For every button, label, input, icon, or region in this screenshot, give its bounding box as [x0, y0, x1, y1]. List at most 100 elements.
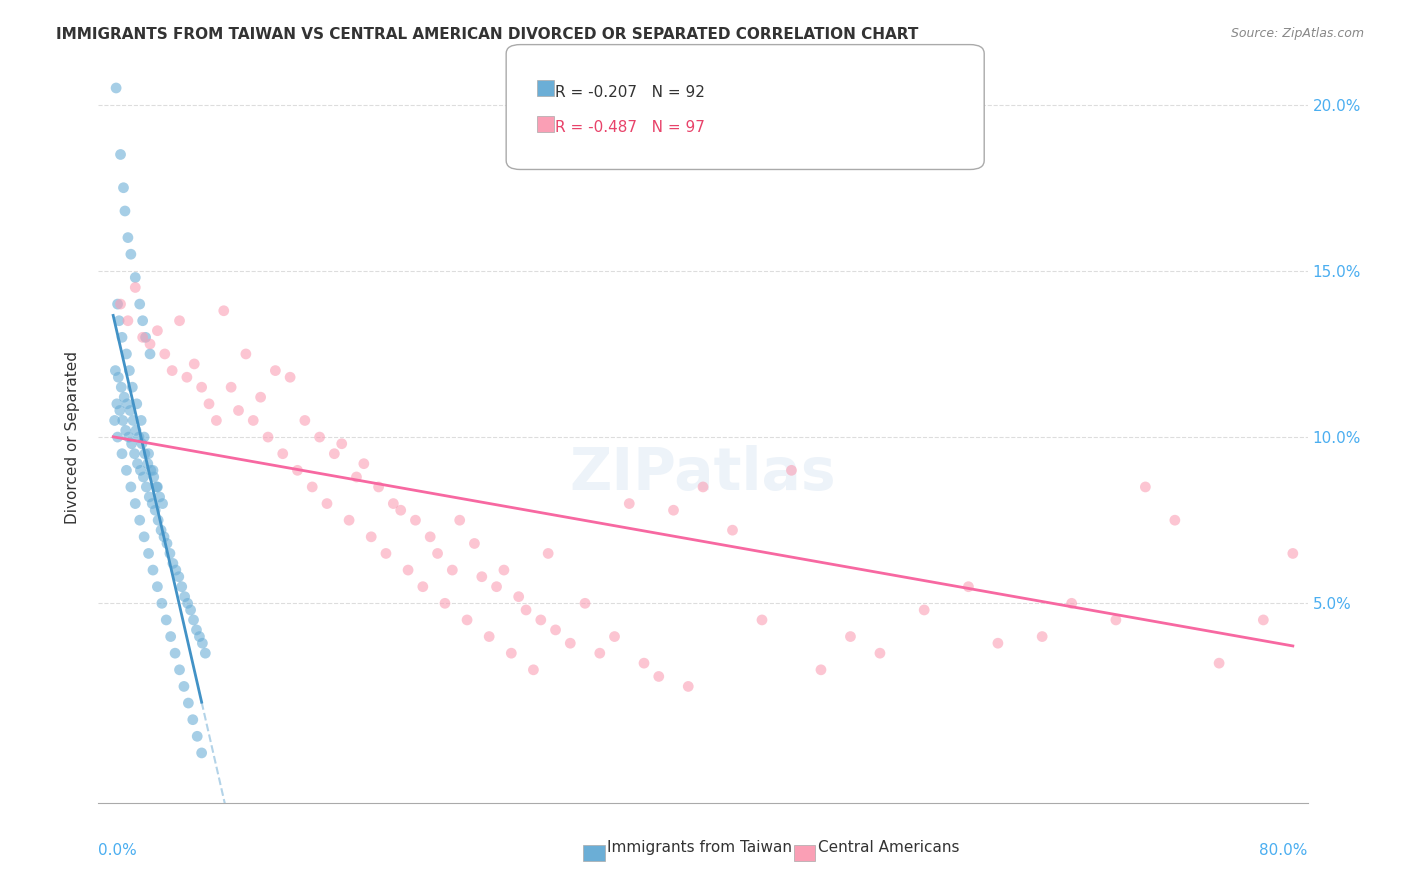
- Point: [316, 497, 339, 511]
- Point: [330, 436, 353, 450]
- Point: [1031, 630, 1053, 644]
- Point: [112, 180, 135, 194]
- Point: [125, 424, 148, 438]
- Point: [205, 413, 228, 427]
- Point: [134, 530, 156, 544]
- Point: [389, 503, 412, 517]
- Point: [212, 303, 235, 318]
- Point: [118, 363, 141, 377]
- Point: [522, 663, 544, 677]
- Point: [492, 563, 515, 577]
- Point: [544, 623, 567, 637]
- Point: [114, 424, 136, 438]
- Point: [152, 497, 174, 511]
- Point: [139, 337, 162, 351]
- Point: [190, 380, 212, 394]
- Point: [287, 463, 309, 477]
- Point: [117, 314, 139, 328]
- Point: [107, 430, 129, 444]
- Point: [751, 613, 773, 627]
- Point: [121, 436, 143, 450]
- Point: [1253, 613, 1275, 627]
- Point: [146, 580, 169, 594]
- Point: [360, 530, 382, 544]
- Point: [271, 447, 294, 461]
- Point: [1208, 656, 1230, 670]
- Point: [107, 370, 129, 384]
- Point: [839, 630, 862, 644]
- Point: [146, 324, 169, 338]
- Point: [169, 314, 191, 328]
- Point: [117, 230, 139, 244]
- Text: ZIPatlas: ZIPatlas: [569, 445, 837, 502]
- Point: [278, 370, 301, 384]
- Point: [648, 669, 671, 683]
- Point: [537, 546, 560, 560]
- Point: [1105, 613, 1128, 627]
- Point: [396, 563, 419, 577]
- Point: [159, 630, 181, 644]
- Point: [957, 580, 980, 594]
- Point: [485, 580, 508, 594]
- Point: [780, 463, 803, 477]
- Point: [114, 204, 136, 219]
- Point: [160, 363, 183, 377]
- Point: [121, 380, 143, 394]
- Point: [404, 513, 426, 527]
- Point: [150, 596, 173, 610]
- Point: [987, 636, 1010, 650]
- Point: [120, 480, 142, 494]
- Text: 0.0%: 0.0%: [98, 843, 138, 858]
- Point: [346, 470, 368, 484]
- Point: [323, 447, 346, 461]
- Point: [574, 596, 596, 610]
- Point: [138, 546, 160, 560]
- Point: [138, 490, 160, 504]
- Point: [141, 497, 163, 511]
- Point: [124, 447, 146, 461]
- Point: [188, 630, 211, 644]
- Point: [131, 436, 153, 450]
- Point: [471, 570, 494, 584]
- Point: [120, 247, 142, 261]
- Point: [165, 563, 187, 577]
- Point: [441, 563, 464, 577]
- Point: [115, 463, 138, 477]
- Point: [308, 430, 330, 444]
- Point: [124, 280, 146, 294]
- Point: [183, 613, 205, 627]
- Point: [125, 397, 148, 411]
- Point: [111, 413, 134, 427]
- Text: Immigrants from Taiwan: Immigrants from Taiwan: [607, 840, 793, 855]
- Point: [186, 623, 208, 637]
- Point: [142, 563, 165, 577]
- Point: [249, 390, 271, 404]
- Point: [170, 580, 193, 594]
- Point: [134, 447, 156, 461]
- Point: [264, 363, 287, 377]
- Point: [1282, 546, 1305, 560]
- Point: [132, 470, 155, 484]
- Point: [426, 546, 449, 560]
- Point: [159, 546, 181, 560]
- Point: [128, 430, 150, 444]
- Point: [127, 457, 149, 471]
- Point: [139, 463, 162, 477]
- Point: [869, 646, 891, 660]
- Point: [153, 347, 176, 361]
- Text: Source: ZipAtlas.com: Source: ZipAtlas.com: [1230, 27, 1364, 40]
- Point: [678, 680, 700, 694]
- Point: [136, 457, 159, 471]
- Point: [353, 457, 375, 471]
- Point: [104, 413, 127, 427]
- Point: [219, 380, 242, 394]
- Point: [142, 470, 165, 484]
- Point: [104, 363, 127, 377]
- Point: [105, 81, 128, 95]
- Point: [1399, 623, 1406, 637]
- Point: [143, 503, 166, 517]
- Point: [124, 497, 146, 511]
- Point: [129, 413, 152, 427]
- Text: 80.0%: 80.0%: [1260, 843, 1308, 858]
- Point: [134, 430, 156, 444]
